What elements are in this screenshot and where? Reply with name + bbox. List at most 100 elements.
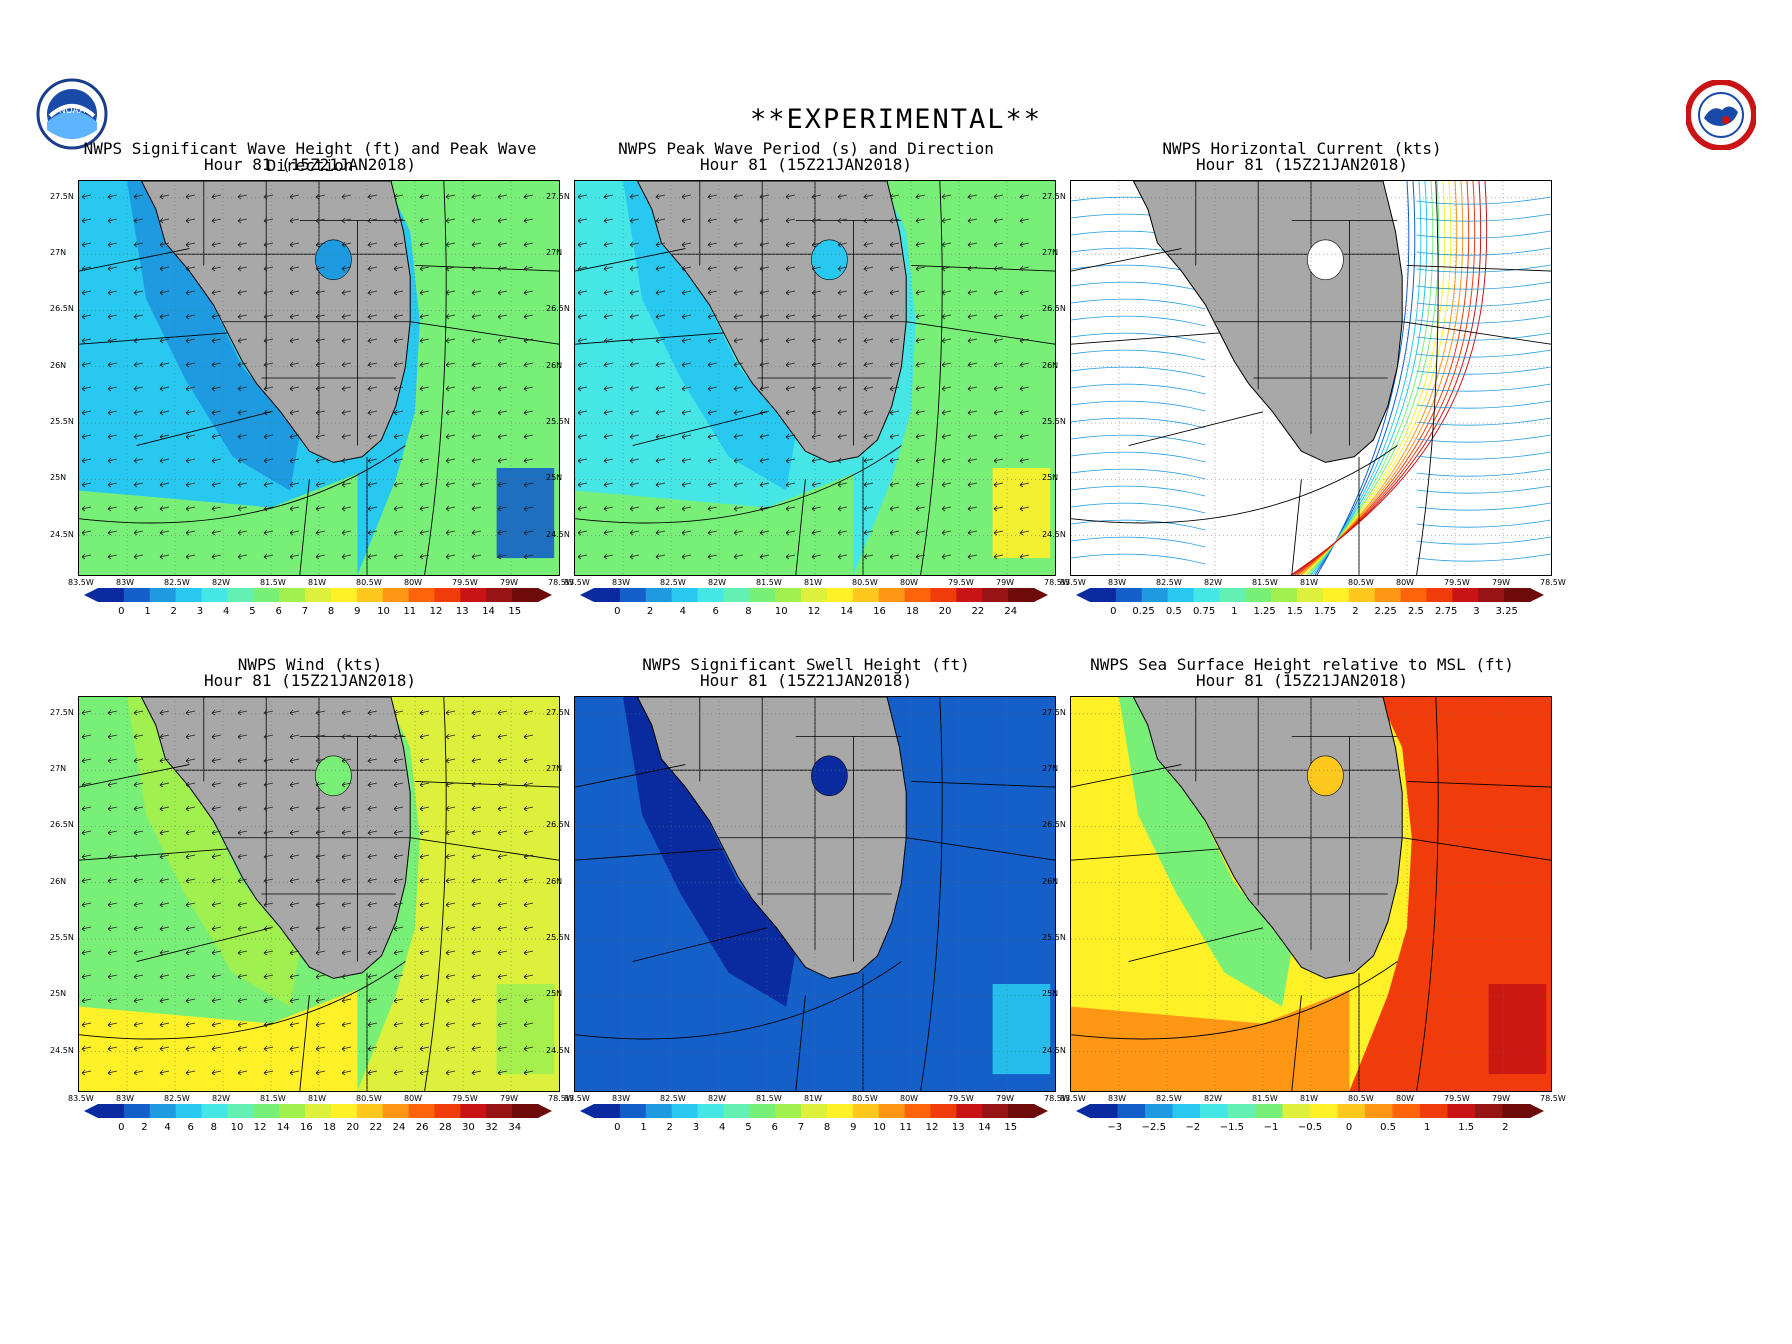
direction-arrow bbox=[107, 925, 118, 932]
direction-arrow bbox=[289, 877, 300, 884]
direction-arrow bbox=[759, 529, 770, 536]
direction-arrow bbox=[629, 481, 640, 488]
colorbar-swatch bbox=[1426, 588, 1453, 602]
direction-arrow bbox=[681, 457, 692, 464]
direction-arrow bbox=[393, 385, 404, 392]
direction-arrow bbox=[629, 217, 640, 224]
direction-arrow bbox=[863, 337, 874, 344]
direction-arrow bbox=[759, 481, 770, 488]
colorbar-swatch bbox=[723, 1104, 750, 1118]
panel-wind: NWPS Wind (kts) Hour 81 (15Z21JAN2018) 27.… bbox=[50, 656, 574, 1156]
colorbar-swatch bbox=[904, 588, 931, 602]
direction-arrow bbox=[263, 217, 274, 224]
map-canvas bbox=[79, 697, 559, 1091]
lat-tick-label: 27.5N bbox=[50, 191, 74, 201]
direction-arrow bbox=[419, 409, 430, 416]
direction-arrow bbox=[289, 1045, 300, 1052]
lon-tick-label: 81W bbox=[308, 578, 327, 587]
direction-arrow bbox=[523, 409, 534, 416]
direction-arrow bbox=[707, 433, 718, 440]
colorbar-label: 22 bbox=[369, 1122, 383, 1133]
direction-arrow bbox=[419, 949, 430, 956]
direction-arrow bbox=[211, 829, 222, 836]
direction-arrow bbox=[315, 829, 326, 836]
colorbar-label: 10 bbox=[377, 606, 390, 617]
direction-arrow bbox=[159, 781, 170, 788]
colorbar-swatch bbox=[878, 588, 906, 602]
direction-arrow bbox=[733, 529, 744, 536]
direction-arrow bbox=[185, 481, 196, 488]
direction-arrow bbox=[107, 973, 118, 980]
lake-okeechobee bbox=[1307, 755, 1344, 797]
direction-arrow bbox=[577, 289, 588, 296]
direction-arrow bbox=[211, 553, 222, 560]
direction-arrow bbox=[889, 481, 900, 488]
direction-arrow bbox=[81, 385, 92, 392]
direction-arrow bbox=[471, 313, 482, 320]
direction-arrow bbox=[785, 361, 796, 368]
map-canvas bbox=[1071, 697, 1551, 1091]
direction-arrow bbox=[811, 289, 822, 296]
current-streamline bbox=[1416, 536, 1551, 545]
direction-arrow bbox=[967, 457, 978, 464]
direction-arrow bbox=[471, 1069, 482, 1076]
nearshore-field bbox=[623, 697, 796, 1007]
direction-arrow bbox=[367, 757, 378, 764]
direction-arrow bbox=[393, 337, 404, 344]
direction-arrow bbox=[133, 829, 144, 836]
colorbar-label: 18 bbox=[323, 1122, 336, 1133]
marine-zone-boundary bbox=[1128, 411, 1264, 446]
direction-arrow bbox=[237, 337, 248, 344]
map-canvas bbox=[575, 181, 1055, 575]
direction-arrow bbox=[263, 1021, 274, 1028]
direction-arrow bbox=[263, 529, 274, 536]
direction-arrow bbox=[523, 553, 534, 560]
lon-tick-label: 83W bbox=[116, 1094, 135, 1103]
colorbar-label: 9 bbox=[354, 606, 361, 617]
direction-arrow bbox=[133, 457, 144, 464]
direction-arrow bbox=[967, 361, 978, 368]
direction-arrow bbox=[445, 313, 456, 320]
lon-tick-label: 82W bbox=[212, 1094, 231, 1103]
direction-arrow bbox=[471, 265, 482, 272]
direction-arrow bbox=[785, 529, 796, 536]
direction-arrow bbox=[707, 217, 718, 224]
direction-arrow bbox=[315, 925, 326, 932]
panel-sea-surface-height: NWPS Sea Surface Height relative to MSL … bbox=[1042, 656, 1566, 1156]
direction-arrow bbox=[681, 529, 692, 536]
direction-arrow bbox=[603, 217, 614, 224]
direction-arrow bbox=[237, 313, 248, 320]
direction-arrow bbox=[655, 289, 666, 296]
direction-arrow bbox=[967, 265, 978, 272]
colorbar-swatch bbox=[305, 588, 332, 602]
colorbar-swatch bbox=[356, 588, 384, 602]
direction-arrow bbox=[733, 457, 744, 464]
direction-arrow bbox=[471, 781, 482, 788]
direction-arrow bbox=[993, 481, 1004, 488]
colorbar-swatch bbox=[594, 588, 621, 602]
direction-arrow bbox=[497, 289, 508, 296]
nearshore-field bbox=[127, 181, 300, 491]
direction-arrow bbox=[315, 529, 326, 536]
direction-arrow bbox=[915, 457, 926, 464]
direction-arrow bbox=[419, 805, 430, 812]
direction-arrow bbox=[577, 529, 588, 536]
direction-arrow bbox=[497, 241, 508, 248]
direction-arrow bbox=[1019, 385, 1030, 392]
direction-arrow bbox=[393, 901, 404, 908]
direction-arrow bbox=[367, 289, 378, 296]
noaa-logo-icon: NOAA bbox=[36, 78, 108, 150]
panel-subtitle: Hour 81 (15Z21JAN2018) bbox=[700, 671, 912, 690]
direction-arrow bbox=[107, 757, 118, 764]
direction-arrow bbox=[367, 409, 378, 416]
colorbar-swatch bbox=[749, 588, 776, 602]
direction-arrow bbox=[315, 193, 326, 200]
direction-arrow bbox=[341, 481, 352, 488]
colorbar-label: 15 bbox=[1004, 1122, 1018, 1133]
colorbar bbox=[84, 588, 552, 602]
direction-arrow bbox=[185, 829, 196, 836]
nearshore-field bbox=[1119, 697, 1292, 1007]
direction-arrow bbox=[759, 337, 770, 344]
direction-arrow bbox=[341, 289, 352, 296]
lat-tick-label: 24.5N bbox=[1042, 529, 1066, 539]
